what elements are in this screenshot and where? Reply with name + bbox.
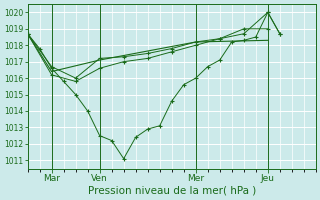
X-axis label: Pression niveau de la mer( hPa ): Pression niveau de la mer( hPa ) [88, 186, 256, 196]
